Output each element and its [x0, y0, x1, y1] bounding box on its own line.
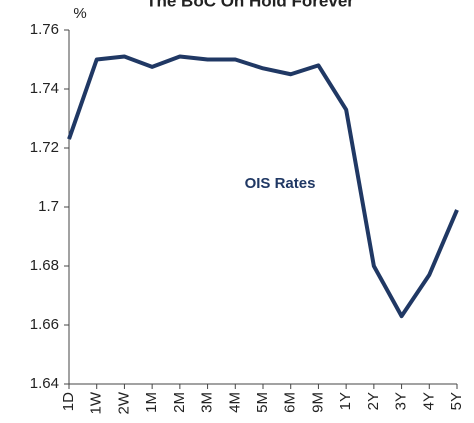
y-tick-label: 1.66: [30, 316, 59, 333]
x-tick-label: 3Y: [393, 392, 410, 410]
x-tick-label: 1W: [88, 391, 105, 414]
x-tick-label: 3M: [199, 392, 216, 413]
x-tick-label: 2W: [115, 391, 132, 414]
y-axis-label: %: [73, 5, 86, 22]
chart-title: The BoC On Hold Forever: [146, 0, 354, 10]
x-tick-label: 9M: [309, 392, 326, 413]
x-tick-label: 1Y: [337, 392, 354, 410]
x-tick-label: 2Y: [365, 392, 382, 410]
y-tick-label: 1.72: [30, 139, 59, 156]
x-tick-label: 4Y: [420, 392, 437, 410]
y-tick-label: 1.68: [30, 257, 59, 274]
y-tick-label: 1.64: [30, 375, 59, 392]
x-tick-label: 1M: [143, 392, 160, 413]
x-tick-label: 2M: [171, 392, 188, 413]
line: [67, 54, 459, 319]
series-label: OIS Rates: [245, 175, 316, 192]
x-tick-label: 4M: [226, 392, 243, 413]
x-tick-label: 5M: [254, 392, 271, 413]
x-tick-label: 5Y: [448, 392, 465, 410]
x-tick-label: 1D: [60, 392, 77, 411]
y-tick-label: 1.74: [30, 80, 59, 97]
x-tick-label: 6M: [282, 392, 299, 413]
y-tick-label: 1.76: [30, 21, 59, 38]
y-tick-label: 1.7: [38, 198, 59, 215]
